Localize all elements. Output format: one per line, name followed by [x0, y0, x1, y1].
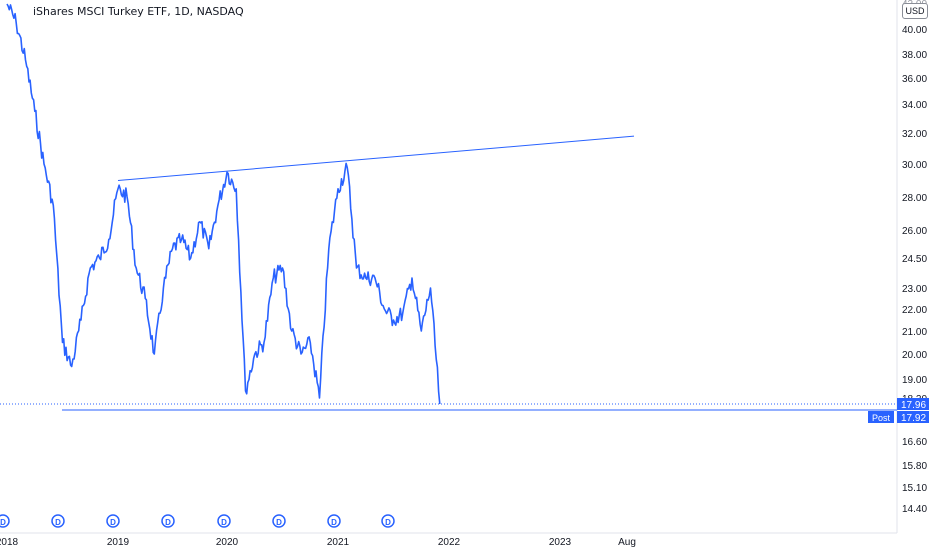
price-tick-label: 30.00	[902, 160, 927, 171]
price-tick-label: 21.00	[902, 327, 927, 338]
price-tick-label: 14.40	[902, 504, 927, 515]
price-series-line[interactable]	[6, 3, 441, 405]
price-tick-label: 22.00	[902, 305, 927, 316]
dividend-marker[interactable]: D	[217, 514, 231, 528]
dividend-marker-circle	[161, 514, 175, 528]
time-tick-label: 2019	[107, 537, 130, 548]
last-price-label-bg	[897, 398, 929, 410]
price-tick-label: 19.00	[902, 375, 927, 386]
time-tick-label: 2020	[216, 537, 239, 548]
post-tag-bg	[868, 411, 894, 423]
last-price-label: 17.96	[901, 400, 926, 411]
price-tick-label: 20.00	[902, 350, 927, 361]
dividend-marker-label: D	[165, 518, 171, 527]
time-tick-label: 2021	[327, 537, 350, 548]
dividend-marker[interactable]: D	[161, 514, 175, 528]
price-tick-label: 40.00	[902, 25, 927, 36]
dividend-marker-circle	[106, 514, 120, 528]
chart-title: iShares MSCI Turkey ETF, 1D, NASDAQ	[33, 5, 244, 18]
post-price-label: 17.92	[901, 413, 926, 424]
dividend-marker-label: D	[55, 518, 61, 527]
dividend-marker-label: D	[276, 518, 282, 527]
price-tick-label: 28.00	[902, 193, 927, 204]
dividend-marker[interactable]: D	[51, 514, 65, 528]
dividend-marker-label: D	[221, 518, 227, 527]
dividend-marker-label: D	[331, 518, 337, 527]
price-tick-label: 16.60	[902, 437, 927, 448]
dividend-marker-circle	[327, 514, 341, 528]
dividend-marker[interactable]: D	[0, 514, 10, 528]
post-tag: Post	[872, 413, 891, 423]
dividend-marker[interactable]: D	[381, 514, 395, 528]
dividend-marker-label: D	[0, 518, 6, 527]
dividend-marker-circle	[272, 514, 286, 528]
price-tick-label: 24.50	[902, 254, 927, 265]
dividend-marker-label: D	[385, 518, 391, 527]
price-tick-label: 23.00	[902, 284, 927, 295]
time-tick-label: 2023	[549, 537, 572, 548]
trend-line[interactable]	[117, 135, 635, 181]
dividend-marker-circle	[51, 514, 65, 528]
price-tick-label: 15.80	[902, 461, 927, 472]
dividend-marker-circle	[381, 514, 395, 528]
dividend-marker[interactable]: D	[327, 514, 341, 528]
price-tick-label: 34.00	[902, 100, 927, 111]
post-price-label-bg	[897, 411, 929, 423]
dividend-marker-label: D	[110, 518, 116, 527]
time-tick-label: 2022	[438, 537, 461, 548]
dividend-marker-circle	[0, 514, 10, 528]
price-tick-label: 15.10	[902, 483, 927, 494]
dividend-marker-circle	[217, 514, 231, 528]
currency-button[interactable]: USD	[902, 3, 928, 19]
time-tick-label: 2018	[0, 537, 19, 548]
price-tick-label: 38.00	[902, 50, 927, 61]
dividend-marker[interactable]: D	[272, 514, 286, 528]
price-tick-label: 32.00	[902, 129, 927, 140]
price-tick-label: 36.00	[902, 74, 927, 85]
price-tick-label: 26.00	[902, 226, 927, 237]
time-tick-label: Aug	[618, 537, 636, 548]
dividend-marker[interactable]: D	[106, 514, 120, 528]
